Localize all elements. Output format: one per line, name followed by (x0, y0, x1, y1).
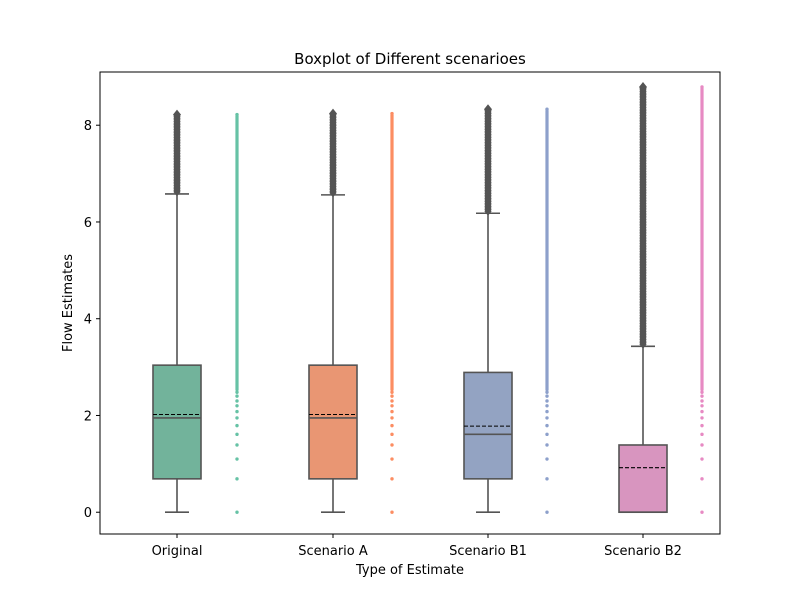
strip-point-6 (545, 423, 549, 428)
strip-point-6 (390, 423, 394, 428)
strip-point-11 (390, 394, 394, 398)
y-axis-label: Flow Estimates (61, 254, 76, 352)
strip-point-3 (390, 457, 394, 461)
plot-area (152, 81, 704, 514)
strip-point-5 (235, 432, 239, 437)
strip-point-8 (545, 409, 549, 414)
strip-point-8 (390, 409, 394, 414)
strip-dense-band (545, 109, 549, 392)
strip-point-3 (545, 457, 549, 461)
strip-point-6 (235, 423, 239, 428)
strip-point-4 (235, 443, 239, 447)
outlier-max (329, 108, 337, 119)
strip-group-2 (390, 111, 394, 514)
box-group-1 (152, 109, 202, 514)
strip-point-2 (235, 477, 239, 481)
strip-point-12 (390, 390, 394, 394)
strip-group-3 (545, 107, 549, 514)
axes-frame (99, 71, 721, 535)
strip-point-1 (700, 510, 704, 514)
y-tick-label-0: 0 (84, 506, 92, 521)
strip-point-4 (390, 443, 394, 447)
strip-point-10 (545, 399, 549, 403)
strip-point-7 (700, 416, 704, 420)
box-body (308, 364, 358, 480)
strip-point-1 (545, 510, 549, 514)
x-axis-label: Type of Estimate (355, 563, 464, 578)
strip-point-9 (390, 404, 394, 408)
strip-point-11 (545, 394, 549, 398)
strip-point-max (700, 85, 704, 89)
outlier-max (173, 109, 181, 120)
y-tick-label-6: 6 (84, 216, 92, 231)
strip-point-9 (700, 404, 704, 408)
box-group-4 (618, 81, 668, 514)
strip-point-6 (700, 423, 704, 428)
strip-dense-band (390, 113, 394, 392)
strip-point-5 (390, 432, 394, 437)
strip-point-12 (545, 390, 549, 394)
outlier-max (484, 104, 492, 115)
box-group-2 (308, 108, 358, 514)
strip-point-4 (700, 443, 704, 447)
chart-title: Boxplot of Different scenarioes (294, 50, 526, 68)
outlier-max (639, 81, 647, 92)
strip-group-1 (235, 112, 239, 514)
strip-point-8 (700, 409, 704, 414)
strip-point-11 (235, 394, 239, 398)
strip-point-5 (700, 432, 704, 437)
strip-dense-band (700, 86, 704, 392)
box-body (152, 364, 202, 480)
x-axis: Original Scenario A Scenario B1 Scenario B2 (152, 534, 682, 559)
strip-point-12 (700, 390, 704, 394)
box-group-3 (463, 104, 513, 514)
strip-point-10 (390, 399, 394, 403)
strip-point-1 (235, 510, 239, 514)
strip-point-3 (235, 457, 239, 461)
x-tick-label-4: Scenario B2 (604, 544, 682, 559)
strip-point-7 (390, 416, 394, 420)
strip-point-11 (700, 394, 704, 398)
strip-point-9 (545, 404, 549, 408)
box-body (618, 444, 668, 514)
strip-point-max (235, 112, 239, 117)
x-tick-label-1: Original (152, 544, 203, 559)
strip-point-12 (235, 390, 239, 394)
strip-point-7 (235, 416, 239, 420)
strip-point-max (545, 107, 549, 111)
strip-dense-band (235, 114, 239, 392)
strip-point-max (390, 111, 394, 116)
y-tick-label-2: 2 (84, 409, 92, 424)
strip-point-9 (235, 404, 239, 408)
y-axis: 0 2 4 6 8 (84, 119, 100, 521)
strip-point-4 (545, 443, 549, 447)
x-tick-label-3: Scenario B1 (449, 544, 527, 559)
strip-group-4 (700, 85, 704, 514)
strip-point-3 (700, 457, 704, 461)
strip-point-10 (700, 399, 704, 403)
strip-point-8 (235, 409, 239, 414)
strip-point-7 (545, 416, 549, 420)
strip-point-1 (390, 510, 394, 514)
x-tick-label-2: Scenario A (298, 544, 368, 559)
strip-point-2 (545, 477, 549, 481)
y-tick-label-4: 4 (84, 313, 92, 328)
strip-point-5 (545, 432, 549, 437)
strip-point-2 (390, 477, 394, 481)
strip-point-2 (700, 477, 704, 481)
strip-point-10 (235, 399, 239, 403)
y-tick-label-8: 8 (84, 119, 92, 134)
